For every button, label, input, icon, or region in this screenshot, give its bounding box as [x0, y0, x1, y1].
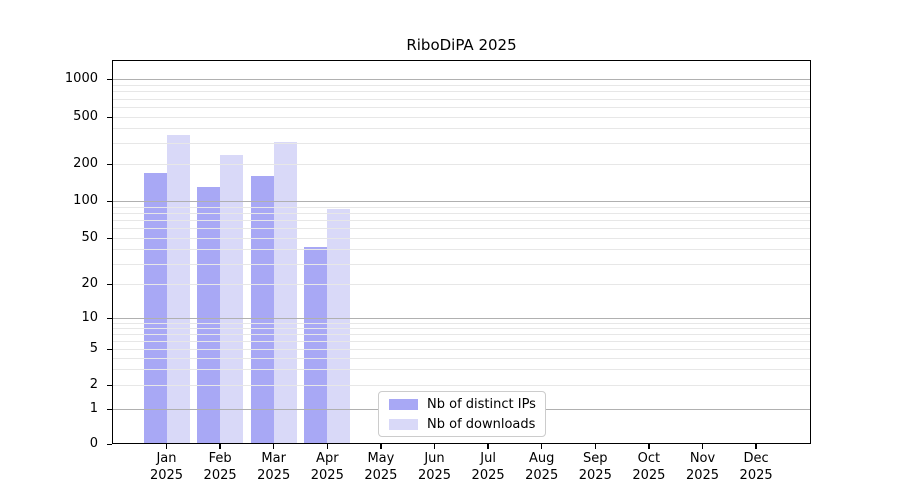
- y-tick-mark: [107, 443, 112, 445]
- y-tick-mark: [107, 237, 112, 239]
- minor-gridline: [112, 84, 811, 86]
- legend-label: Nb of downloads: [427, 416, 536, 432]
- y-tick-label: 1000: [64, 71, 98, 86]
- minor-gridline: [112, 238, 811, 239]
- x-tick-mark: [701, 444, 704, 449]
- x-tick-label: Aug 2025: [525, 451, 559, 483]
- y-tick-mark: [107, 408, 112, 410]
- x-tick-label: Nov 2025: [685, 451, 720, 483]
- bar-downloads: [220, 154, 244, 444]
- y-tick-mark: [107, 348, 112, 350]
- x-tick-mark: [326, 444, 329, 449]
- minor-gridline: [112, 385, 811, 386]
- legend-swatch-downloads-icon: [389, 418, 418, 430]
- y-tick-label: 500: [73, 109, 98, 124]
- bar-downloads: [273, 141, 297, 444]
- y-tick-label: 100: [73, 193, 98, 208]
- major-gridline: [112, 318, 811, 319]
- x-tick-label: May 2025: [364, 451, 398, 483]
- minor-gridline: [112, 369, 811, 371]
- y-tick-mark: [107, 317, 112, 319]
- minor-gridline: [112, 340, 811, 342]
- minor-gridline: [112, 220, 811, 222]
- y-tick-label: 20: [81, 276, 98, 291]
- y-tick-mark: [107, 200, 112, 202]
- y-tick-label: 10: [81, 310, 98, 325]
- y-tick-mark: [107, 116, 112, 118]
- x-tick-mark: [272, 444, 275, 449]
- bar-distinct-ips: [197, 186, 221, 444]
- minor-gridline: [112, 333, 811, 335]
- x-tick-label: Jun 2025: [417, 451, 452, 483]
- x-tick-mark: [594, 444, 597, 449]
- chart-title: RiboDiPA 2025: [406, 36, 517, 54]
- minor-gridline: [112, 349, 811, 350]
- minor-gridline: [112, 164, 811, 165]
- y-tick-label: 0: [89, 436, 98, 451]
- y-tick-label: 5: [89, 341, 98, 356]
- minor-gridline: [112, 143, 811, 145]
- minor-gridline: [112, 228, 811, 230]
- x-tick-mark: [755, 444, 757, 449]
- minor-gridline: [112, 212, 811, 214]
- minor-gridline: [112, 249, 811, 251]
- major-gridline: [112, 79, 811, 80]
- x-tick-label: Jan 2025: [149, 451, 184, 483]
- minor-gridline: [112, 284, 811, 285]
- legend: Nb of distinct IPs Nb of downloads: [378, 391, 546, 437]
- bar-distinct-ips: [304, 246, 328, 444]
- minor-gridline: [112, 128, 811, 130]
- x-tick-label: Mar 2025: [257, 451, 291, 483]
- y-tick-mark: [107, 384, 112, 386]
- y-tick-label: 50: [81, 230, 98, 245]
- x-tick-mark: [648, 444, 650, 449]
- bar-distinct-ips: [250, 175, 274, 444]
- bar-downloads: [166, 134, 190, 444]
- x-tick-label: Jul 2025: [471, 451, 505, 483]
- y-tick-label: 2: [89, 377, 98, 392]
- major-gridline: [112, 201, 811, 202]
- x-tick-mark: [380, 444, 382, 449]
- minor-gridline: [112, 327, 811, 329]
- minor-gridline: [112, 91, 811, 93]
- legend-swatch-distinct-ips-icon: [389, 398, 418, 410]
- minor-gridline: [112, 206, 811, 208]
- x-tick-label: Sep 2025: [578, 451, 612, 483]
- x-tick-label: Dec 2025: [739, 451, 773, 483]
- x-tick-mark: [433, 444, 436, 449]
- minor-gridline: [112, 322, 811, 324]
- y-tick-mark: [107, 163, 112, 165]
- x-tick-label: Oct 2025: [632, 451, 666, 483]
- y-tick-label: 1: [89, 401, 98, 416]
- legend-label: Nb of distinct IPs: [427, 396, 536, 412]
- y-tick-mark: [107, 78, 112, 80]
- x-tick-label: Feb 2025: [203, 451, 237, 483]
- legend-item-downloads: Nb of downloads: [389, 417, 535, 432]
- x-tick-mark: [165, 444, 168, 449]
- minor-gridline: [112, 263, 811, 265]
- plot-area: [112, 60, 811, 444]
- y-tick-label: 200: [73, 156, 98, 171]
- x-tick-mark: [219, 444, 221, 449]
- minor-gridline: [112, 98, 811, 100]
- legend-item-distinct-ips: Nb of distinct IPs: [389, 396, 536, 412]
- minor-gridline: [112, 357, 811, 359]
- x-tick-mark: [487, 444, 489, 449]
- x-tick-mark: [540, 444, 543, 449]
- x-tick-label: Apr 2025: [310, 451, 344, 483]
- minor-gridline: [112, 117, 811, 118]
- y-axis-labels: 0 1 2 5 10 20 50 100 200 500 1000: [0, 60, 102, 451]
- y-tick-mark: [107, 283, 112, 285]
- minor-gridline: [112, 107, 811, 108]
- bar-distinct-ips: [143, 172, 167, 444]
